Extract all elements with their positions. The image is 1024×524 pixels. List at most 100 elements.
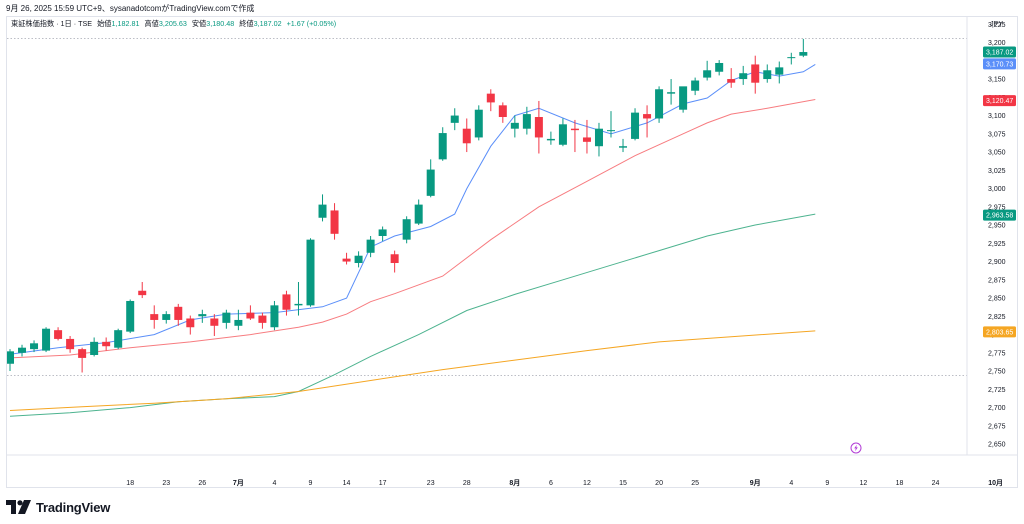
candle-body bbox=[30, 343, 39, 350]
candle-28 bbox=[342, 252, 351, 265]
price-tag: 3,187.02 bbox=[983, 46, 1016, 58]
candle-body bbox=[402, 219, 411, 240]
candle-body bbox=[607, 130, 615, 132]
candle-body bbox=[438, 133, 447, 160]
candle-49 bbox=[594, 122, 603, 157]
candle-35 bbox=[426, 159, 435, 198]
candle-41 bbox=[498, 102, 507, 123]
dotted-levels bbox=[7, 38, 967, 376]
candle-body bbox=[546, 138, 555, 141]
candle-33 bbox=[402, 216, 411, 244]
y-tick-label: 2,875 bbox=[988, 277, 1006, 284]
x-tick-label: 12 bbox=[583, 480, 591, 487]
chart-frame: 東証株価指数 · 1日 · TSE 始値1,182.81 高値3,205.63 … bbox=[6, 16, 1018, 488]
candle-body bbox=[570, 128, 579, 131]
candle-4 bbox=[54, 327, 63, 341]
candle-59 bbox=[715, 60, 724, 76]
candle-body bbox=[715, 62, 724, 72]
candle-body bbox=[775, 67, 784, 75]
candle-body bbox=[582, 137, 591, 142]
candle-body bbox=[318, 204, 327, 218]
y-tick-label: 2,975 bbox=[988, 204, 1006, 211]
candle-60 bbox=[727, 68, 736, 88]
candle-22 bbox=[270, 300, 279, 331]
candle-body bbox=[679, 86, 688, 110]
change-value: +1.67 (+0.05%) bbox=[286, 19, 337, 28]
ma-line-3 bbox=[9, 330, 816, 411]
ma-line-1 bbox=[9, 99, 816, 359]
candle-body bbox=[739, 73, 748, 80]
x-tick-label: 28 bbox=[463, 480, 471, 487]
y-tick-label: 2,950 bbox=[988, 223, 1006, 230]
candle-61 bbox=[739, 65, 748, 85]
candle-body bbox=[78, 349, 87, 358]
candle-body bbox=[66, 338, 75, 350]
candle-body bbox=[198, 314, 207, 317]
candle-42 bbox=[510, 115, 519, 138]
candle-55 bbox=[667, 79, 676, 105]
x-tick-label: 23 bbox=[162, 480, 170, 487]
candle-body bbox=[703, 70, 712, 78]
candle-body bbox=[426, 169, 435, 196]
candle-25 bbox=[306, 238, 315, 307]
candle-body bbox=[174, 306, 183, 320]
candle-body bbox=[799, 52, 808, 56]
candle-57 bbox=[691, 77, 700, 96]
candle-body bbox=[186, 318, 195, 328]
candle-30 bbox=[366, 236, 375, 258]
candle-12 bbox=[150, 305, 159, 329]
y-tick-label: 3,100 bbox=[988, 113, 1006, 120]
candle-body bbox=[462, 128, 471, 144]
candle-body bbox=[342, 258, 351, 262]
candle-11 bbox=[138, 281, 147, 299]
price-chart[interactable]: 2,6502,6752,7002,7252,7502,7752,8002,825… bbox=[7, 17, 1017, 487]
candle-body bbox=[270, 305, 279, 328]
candle-50 bbox=[607, 111, 615, 138]
candle-body bbox=[534, 117, 543, 138]
x-tick-label: 7月 bbox=[233, 479, 244, 487]
ohlc-legend: 東証株価指数 · 1日 · TSE 始値1,182.81 高値3,205.63 … bbox=[11, 19, 336, 29]
candle-56 bbox=[679, 86, 688, 113]
candle-29 bbox=[354, 251, 363, 268]
candle-37 bbox=[450, 108, 459, 131]
footer: TradingView bbox=[6, 498, 110, 516]
candle-64 bbox=[775, 61, 784, 84]
candle-body bbox=[258, 315, 267, 323]
candle-body bbox=[667, 92, 676, 94]
candle-34 bbox=[414, 199, 423, 226]
candle-6 bbox=[78, 347, 87, 373]
candle-51 bbox=[619, 138, 628, 153]
candle-15 bbox=[186, 315, 195, 335]
x-tick-label: 4 bbox=[789, 480, 793, 487]
price-labels: 3,187.02 3,170.73 3,120.47 2,963.58 2,803.65 bbox=[983, 46, 1016, 338]
x-tick-label: 9月 bbox=[750, 479, 761, 487]
candle-63 bbox=[763, 64, 772, 83]
price-tag-label: 3,170.73 bbox=[986, 62, 1013, 69]
candle-body bbox=[102, 341, 111, 347]
x-tick-label: 18 bbox=[126, 480, 134, 487]
candle-44 bbox=[534, 100, 543, 154]
price-tag: 2,963.58 bbox=[983, 209, 1016, 221]
candle-58 bbox=[703, 60, 712, 81]
candle-body bbox=[354, 255, 363, 264]
candle-3 bbox=[42, 327, 51, 353]
x-tick-label: 8月 bbox=[509, 479, 520, 487]
candle-65 bbox=[787, 52, 796, 65]
candle-body bbox=[42, 328, 51, 351]
lightning-icon[interactable] bbox=[850, 442, 862, 454]
candle-32 bbox=[390, 250, 399, 273]
candle-5 bbox=[66, 336, 75, 353]
candle-body bbox=[522, 114, 531, 129]
x-tick-label: 18 bbox=[896, 480, 904, 487]
candles bbox=[7, 38, 808, 373]
candle-43 bbox=[522, 106, 531, 135]
high-label: 高値 bbox=[144, 19, 159, 28]
candle-body bbox=[450, 115, 459, 123]
x-tick-label: 12 bbox=[860, 480, 868, 487]
candle-13 bbox=[162, 311, 171, 324]
candle-52 bbox=[631, 108, 640, 141]
candle-23 bbox=[282, 290, 291, 316]
price-tag-bg bbox=[983, 58, 1016, 70]
candle-body bbox=[619, 146, 628, 148]
y-tick-label: 3,150 bbox=[988, 77, 1006, 84]
